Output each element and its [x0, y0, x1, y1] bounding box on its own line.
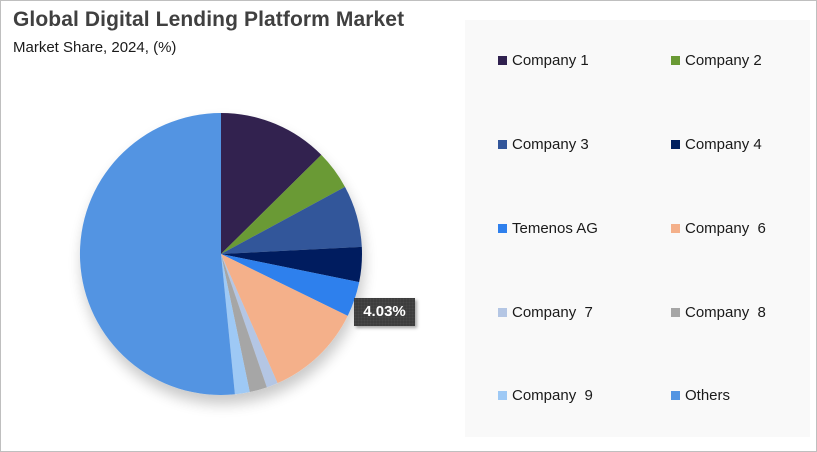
chart-title: Global Digital Lending Platform Market: [13, 8, 405, 31]
legend-swatch-icon: [671, 390, 680, 400]
pie-slice-temenos-ag[interactable]: [221, 254, 360, 316]
legend-item-company-3[interactable]: Company 3: [498, 134, 589, 154]
legend-item-company-8[interactable]: Company 8: [671, 302, 766, 322]
legend-swatch-icon: [498, 139, 507, 149]
legend-label: Company 2: [685, 51, 762, 69]
pie-slice-company-4[interactable]: [221, 246, 362, 283]
legend-swatch-icon: [498, 390, 507, 400]
legend-swatch-icon: [671, 55, 680, 65]
pie-slice-company-7[interactable]: [221, 254, 278, 388]
legend-swatch-icon: [671, 139, 680, 149]
legend-item-company-7[interactable]: Company 7: [498, 302, 593, 322]
legend-item-others[interactable]: Others: [671, 385, 730, 405]
legend-label: Company 3: [512, 135, 589, 153]
legend-item-company-2[interactable]: Company 2: [671, 50, 762, 70]
pie-slice-others[interactable]: [79, 112, 235, 395]
legend-swatch-icon: [498, 307, 507, 317]
legend-swatch-icon: [498, 55, 507, 65]
pie-slice-company-6[interactable]: [221, 254, 348, 384]
legend-label: Company 6: [685, 219, 766, 237]
pie-slice-company-8[interactable]: [221, 254, 267, 393]
pie-chart: [61, 96, 381, 426]
legend-label: Company 4: [685, 135, 762, 153]
legend-swatch-icon: [498, 223, 507, 233]
legend-item-company-4[interactable]: Company 4: [671, 134, 762, 154]
pie-slices: [79, 112, 362, 395]
pie-slice-company-1[interactable]: [221, 113, 322, 254]
legend-label: Company 1: [512, 51, 589, 69]
legend: Company 1 Company 2 Company 3 Company 4 …: [465, 20, 810, 437]
pie-slice-company-3[interactable]: [221, 186, 362, 254]
legend-label: Temenos AG: [512, 219, 598, 237]
legend-item-company-9[interactable]: Company 9: [498, 385, 593, 405]
pie-slice-company-9[interactable]: [221, 254, 250, 395]
legend-label: Company 7: [512, 303, 593, 321]
legend-swatch-icon: [671, 307, 680, 317]
chart-subtitle: Market Share, 2024, (%): [13, 39, 177, 56]
data-label-tooltip: 4.03%: [354, 298, 415, 326]
pie-svg: [79, 112, 362, 395]
legend-swatch-icon: [671, 223, 680, 233]
legend-label: Company 8: [685, 303, 766, 321]
legend-label: Others: [685, 386, 731, 404]
pie-slice-company-2[interactable]: [221, 154, 345, 254]
legend-item-company-6[interactable]: Company 6: [671, 218, 766, 238]
legend-label: Company 9: [512, 386, 593, 404]
legend-item-company-1[interactable]: Company 1: [498, 50, 589, 70]
legend-item-temenos-ag[interactable]: Temenos AG: [498, 218, 598, 238]
